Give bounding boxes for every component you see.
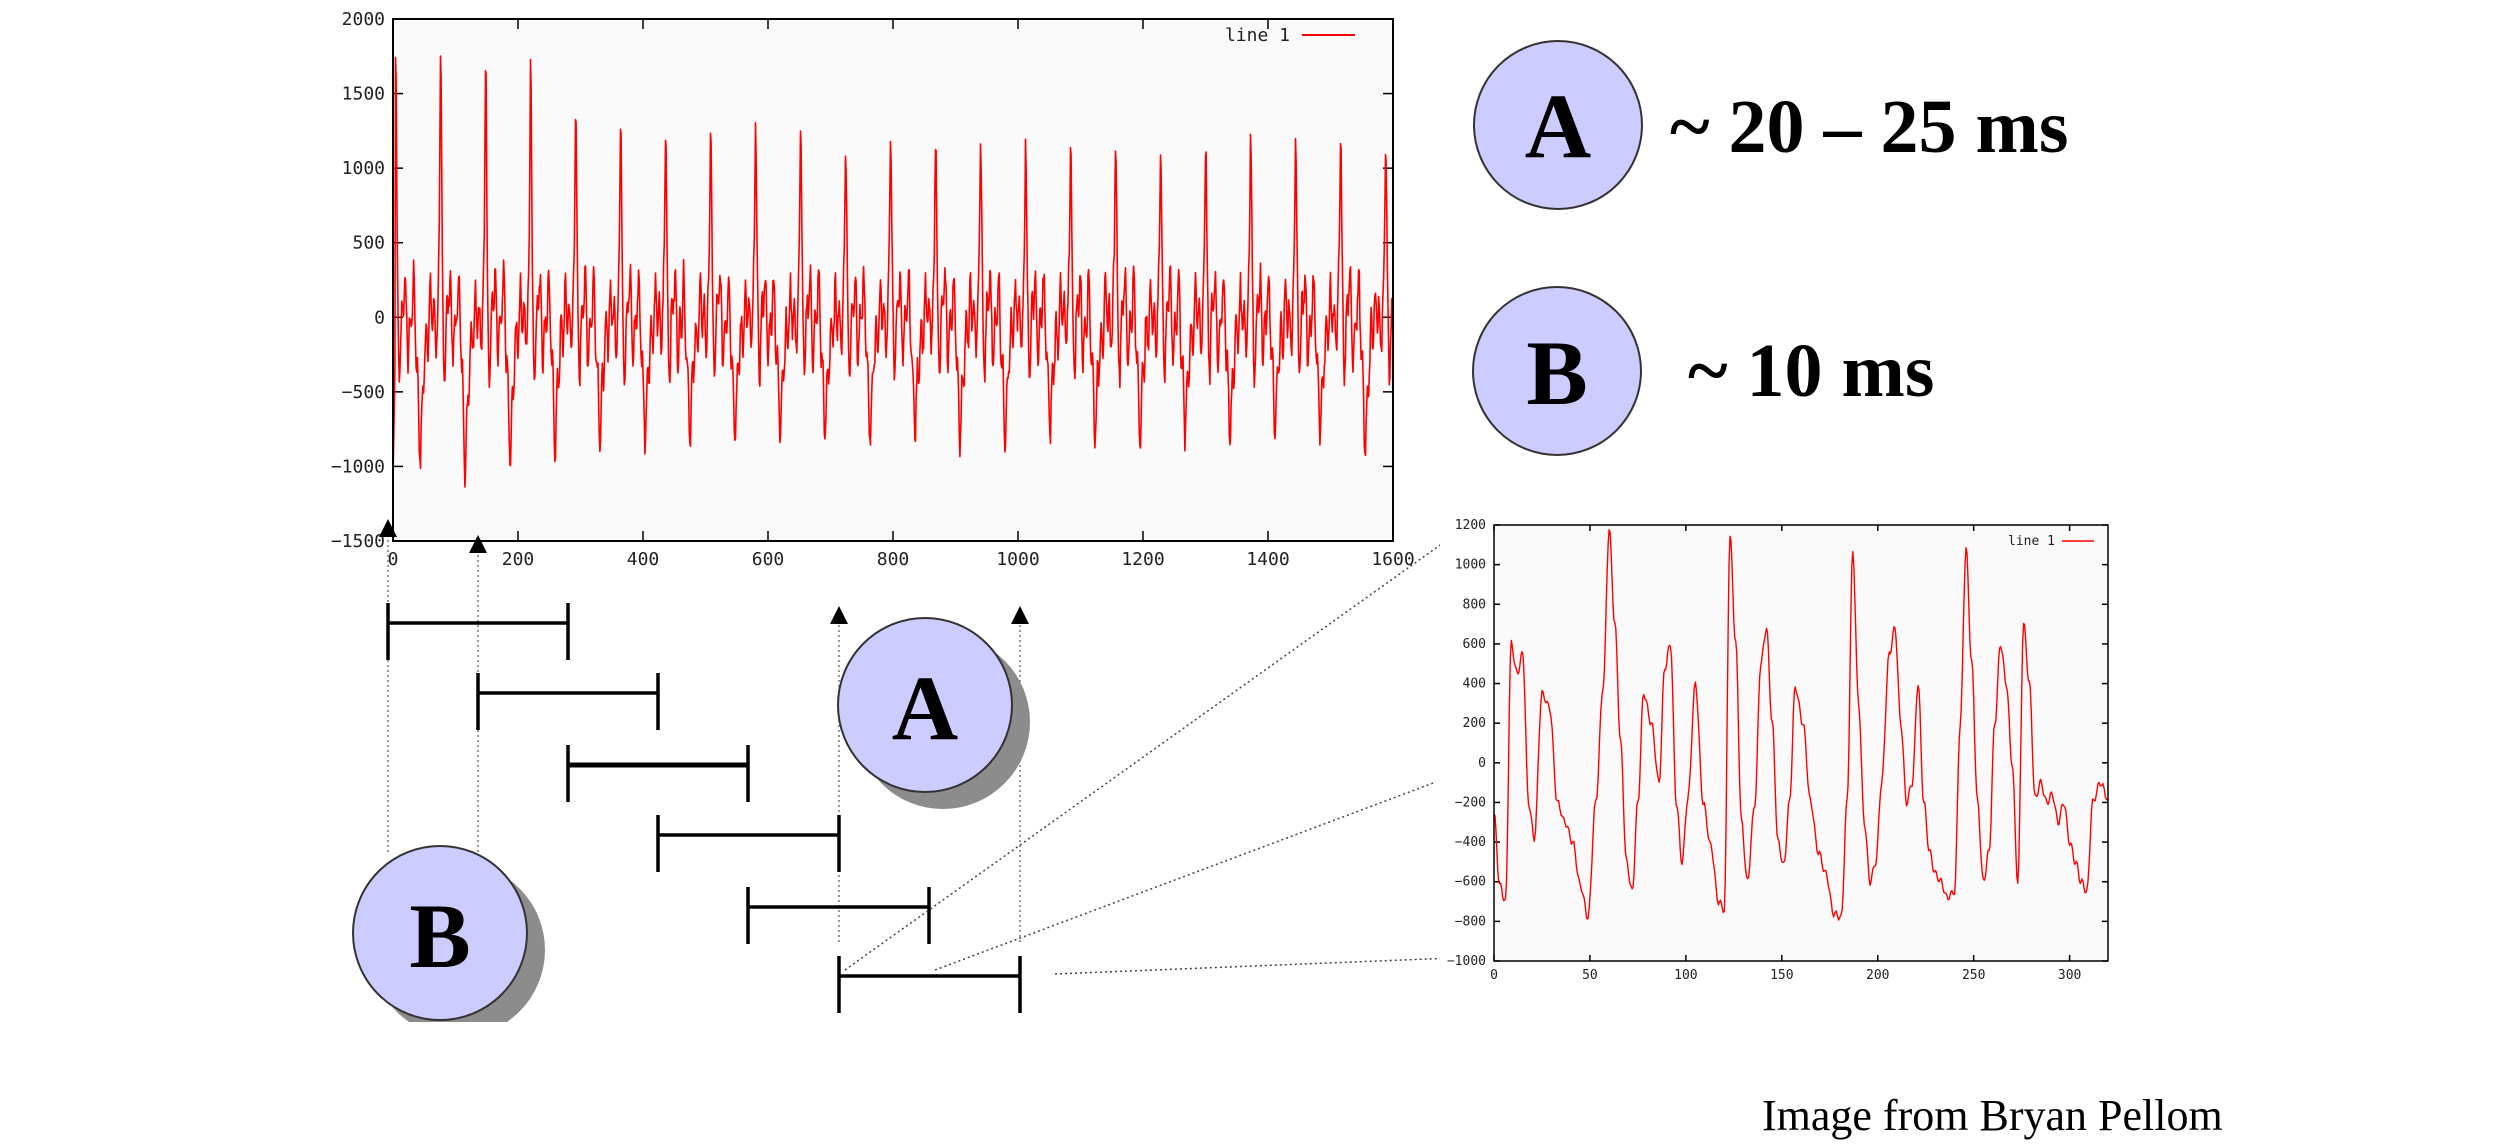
zoom-waveform-series <box>1493 529 2109 921</box>
zoom-ytick-label: −200 <box>1455 795 1486 810</box>
analysis-frame-5 <box>746 887 931 944</box>
zoom-legend-label: line 1 <box>2008 534 2055 549</box>
zoom-axis-ticks: 0 50 100 150 200 250 300120010008006004002000−… <box>1447 518 2108 983</box>
zoom-waveform-chart: 0 50 100 150 200 250 300120010008006004002000−… <box>1440 518 2130 1000</box>
main-legend-label: line 1 <box>1225 25 1290 46</box>
bubble-b-letter: B <box>409 885 470 987</box>
zoom-ytick-label: 0 <box>1478 756 1486 771</box>
zoom-ytick-label: 800 <box>1463 597 1486 612</box>
zoom-ytick-label: 1200 <box>1455 518 1486 533</box>
bubble-a-legend: A <box>1473 40 1643 210</box>
main-ytick-label: 1500 <box>342 84 385 105</box>
main-xtick-label: 0 <box>388 549 399 570</box>
main-xtick-label: 1400 <box>1246 549 1289 570</box>
zoom-ytick-label: −1000 <box>1447 954 1486 969</box>
main-xtick-label: 1200 <box>1121 549 1164 570</box>
zoom-ytick-label: 200 <box>1463 716 1486 731</box>
main-ytick-label: −1000 <box>331 456 385 477</box>
zoom-ytick-label: −600 <box>1455 875 1486 890</box>
zoom-xtick-label: 200 <box>1866 968 1889 983</box>
analysis-frame-4 <box>656 815 841 872</box>
main-xtick-label: 1000 <box>996 549 1039 570</box>
main-xtick-label: 400 <box>627 549 660 570</box>
zoom-plot-border <box>1493 524 2109 962</box>
main-xtick-label: 600 <box>752 549 785 570</box>
main-waveform-chart: 0 200 400 600 800 1000 1200 1400 1600 2000 1500 100… <box>331 6 1420 586</box>
zoom-xtick-label: 0 <box>1490 968 1498 983</box>
main-ytick-label: 500 <box>352 233 385 254</box>
a-duration-label: ~ 20 – 25 ms <box>1670 85 2068 169</box>
arrow-frame6-end <box>1011 606 1029 624</box>
zoom-xtick-label: 100 <box>1674 968 1697 983</box>
zoom-projection-lines <box>844 537 1453 975</box>
main-ytick-label: −500 <box>342 382 385 403</box>
analysis-frame-3 <box>566 745 750 802</box>
zoom-line-top <box>844 537 1451 971</box>
bubble-b-legend: B <box>1472 286 1642 456</box>
main-ytick-label: −1500 <box>331 531 385 552</box>
main-plot-border <box>392 18 1394 542</box>
arrow-frame1-start <box>379 519 397 537</box>
main-legend: line 1 <box>1225 25 1355 46</box>
image-credit: Image from Bryan Pellom <box>1762 1091 2223 1140</box>
zoom-legend: line 1 <box>2008 534 2094 549</box>
bubble-b-legend-letter: B <box>1526 322 1587 424</box>
bubble-a-diagram: A <box>837 617 1030 809</box>
zoom-waveform-line <box>1493 529 2109 921</box>
analysis-frame-1 <box>386 603 570 660</box>
zoom-line-middle <box>934 781 1437 971</box>
bubble-b-legend-circle <box>1472 286 1642 456</box>
zoom-plot-area <box>1494 525 2108 961</box>
zoom-ytick-label: −800 <box>1455 914 1486 929</box>
main-ytick-label: 0 <box>374 307 385 328</box>
zoom-line-bottom <box>1054 957 1453 975</box>
zoom-ytick-label: −400 <box>1455 835 1486 850</box>
frame-guides <box>387 540 1021 945</box>
analysis-frame-2 <box>476 673 660 730</box>
bubble-a-letter: A <box>892 657 958 759</box>
zoom-xtick-label: 50 <box>1582 968 1598 983</box>
bubble-a-legend-circle <box>1473 40 1643 210</box>
main-waveform-line <box>392 55 1394 488</box>
zoom-ytick-label: 600 <box>1463 637 1486 652</box>
main-ytick-label: 2000 <box>342 9 385 30</box>
bubble-a-circle <box>837 617 1013 793</box>
main-waveform-series <box>392 55 1394 488</box>
main-ytick-label: 1000 <box>342 158 385 179</box>
zoom-ytick-label: 1000 <box>1455 558 1486 573</box>
frame-arrows <box>379 519 1029 624</box>
main-xtick-label: 800 <box>877 549 910 570</box>
bubble-b-diagram: B <box>330 845 590 1052</box>
analysis-frames <box>386 603 1022 1013</box>
zoom-xtick-label: 150 <box>1770 968 1793 983</box>
bubble-b-circle <box>352 845 528 1021</box>
bubble-a-legend-letter: A <box>1525 75 1591 177</box>
main-xtick-label: 1600 <box>1371 549 1414 570</box>
arrow-frame6-start <box>830 606 848 624</box>
b-duration-label: ~ 10 ms <box>1688 329 1934 413</box>
arrow-frame2-start <box>469 535 487 553</box>
main-axis-ticks: 0 200 400 600 800 1000 1200 1400 1600 2000 1500 100… <box>331 9 1415 570</box>
bubble-b-shadow-clip <box>330 1022 590 1052</box>
main-xtick-label: 200 <box>502 549 535 570</box>
zoom-ytick-label: 400 <box>1463 677 1486 692</box>
zoom-xtick-label: 300 <box>2058 968 2081 983</box>
zoom-xtick-label: 250 <box>1962 968 1985 983</box>
analysis-frame-6 <box>837 956 1022 1013</box>
